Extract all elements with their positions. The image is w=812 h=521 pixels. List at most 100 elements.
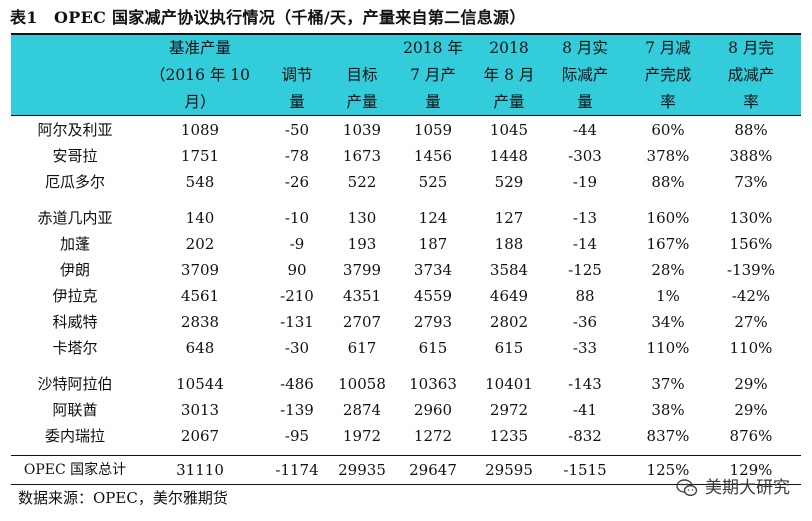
august-rate-cell: 130%	[729, 209, 773, 227]
july-output-cell: 2793	[413, 313, 453, 331]
july-output-cell: 10363	[409, 375, 457, 393]
header-line: 7 月减	[645, 39, 691, 58]
adjustment-cell: -78	[284, 147, 310, 165]
table-row: 加蓬 202 -9 193 187 188 -14 167% 156%	[11, 231, 801, 257]
adjustment-cell: -95	[284, 427, 310, 445]
header-line: 年 8 月	[483, 65, 535, 84]
country-cell: 加蓬	[59, 235, 90, 253]
table-row: 安哥拉 1751 -78 1673 1456 1448 -303 378% 388%	[11, 143, 801, 169]
august-rate-cell: 27%	[734, 313, 768, 331]
july-rate-cell: 1%	[656, 287, 680, 305]
adjustment-cell: -30	[284, 339, 310, 357]
july-output-cell: 4559	[413, 287, 453, 305]
august-cut-cell: -41	[572, 401, 598, 419]
july-rate-cell: 37%	[651, 375, 685, 393]
watermark: 美期大研究	[675, 474, 790, 502]
target-cell: 130	[347, 209, 377, 227]
august-cut-cell: -832	[568, 427, 602, 445]
july-rate-cell: 60%	[651, 121, 685, 139]
total-august-rate-cell: 129%	[729, 461, 773, 479]
adjustment-cell: -10	[284, 209, 310, 227]
july-rate-cell: 34%	[651, 313, 685, 331]
august-rate-cell: 156%	[729, 235, 773, 253]
adjustment-cell: -131	[280, 313, 314, 331]
august-output-cell: 3584	[489, 261, 529, 279]
table-header: 基准产量 （2016 年 10 月） 调节 量 目标 产量 2018 年 7 月…	[11, 33, 801, 116]
july-output-cell: 1272	[413, 427, 453, 445]
header-line: 率	[743, 92, 759, 111]
header-line: 产完成	[644, 65, 692, 84]
july-output-cell: 525	[418, 173, 448, 191]
base-output-cell: 2838	[180, 313, 220, 331]
august-output-cell: 127	[494, 209, 524, 227]
target-cell: 2707	[342, 313, 382, 331]
base-output-cell: 202	[185, 235, 215, 253]
target-cell: 10058	[338, 375, 386, 393]
july-rate-cell: 110%	[646, 339, 690, 357]
header-august-output: 2018 年 8 月 产量	[475, 35, 543, 115]
august-rate-cell: -42%	[731, 287, 771, 305]
july-output-cell: 1059	[413, 121, 453, 139]
july-rate-cell: 837%	[646, 427, 690, 445]
july-rate-cell: 160%	[646, 209, 690, 227]
source-note: 数据来源：OPEC，美尔雅期货	[18, 489, 228, 507]
header-line: 际减产	[561, 65, 609, 84]
target-cell: 1972	[342, 427, 382, 445]
total-august-output-cell: 29595	[485, 461, 533, 479]
watermark-text: 美期大研究	[705, 478, 790, 498]
table-title: 表1 OPEC 国家减产协议执行情况（千桶/天，产量来自第二信息源）	[10, 8, 526, 27]
table-row: 沙特阿拉伯 10544 -486 10058 10363 10401 -143 37% 29%	[11, 371, 801, 397]
header-july-rate: 7 月减 产完成 率	[627, 35, 709, 115]
table-row: 赤道几内亚 140 -10 130 124 127 -13 160% 130%	[11, 205, 801, 231]
august-rate-cell: 88%	[734, 121, 768, 139]
header-line: 量	[289, 92, 305, 111]
total-row: OPEC 国家总计 31110 -1174 29935 29647 29595 -1515 1…	[11, 455, 801, 485]
table-row: 厄瓜多尔 548 -26 522 525 529 -19 88% 73%	[11, 169, 801, 195]
country-cell: 赤道几内亚	[37, 209, 113, 227]
adjustment-cell: 90	[287, 261, 307, 279]
header-line: 基准产量	[168, 39, 231, 58]
header-line: 8 月实	[562, 39, 608, 58]
july-rate-cell: 38%	[651, 401, 685, 419]
august-output-cell: 529	[494, 173, 524, 191]
august-rate-cell: -139%	[727, 261, 775, 279]
adjustment-cell: -9	[289, 235, 305, 253]
august-cut-cell: 88	[575, 287, 595, 305]
table-row: 委内瑞拉 2067 -95 1972 1272 1235 -832 837% 876%	[11, 423, 801, 449]
base-output-cell: 1751	[180, 147, 220, 165]
august-cut-cell: -143	[568, 375, 602, 393]
july-output-cell: 615	[418, 339, 448, 357]
country-cell: 阿尔及利亚	[37, 121, 113, 139]
table-row: 阿尔及利亚 1089 -50 1039 1059 1045 -44 60% 88%	[11, 117, 801, 143]
august-output-cell: 10401	[485, 375, 533, 393]
target-cell: 3799	[342, 261, 382, 279]
adjustment-cell: -50	[284, 121, 310, 139]
header-line: 7 月产	[410, 65, 456, 84]
august-cut-cell: -13	[572, 209, 598, 227]
july-rate-cell: 28%	[651, 261, 685, 279]
country-cell: 卡塔尔	[52, 339, 98, 357]
august-output-cell: 2972	[489, 401, 529, 419]
header-target: 目标 产量	[333, 35, 391, 115]
total-country-cell: OPEC 国家总计	[23, 462, 127, 478]
august-output-cell: 4649	[489, 287, 529, 305]
base-output-cell: 1089	[180, 121, 220, 139]
august-rate-cell: 876%	[729, 427, 773, 445]
header-august-cut: 8 月实 际减产 量	[543, 35, 627, 115]
july-output-cell: 187	[418, 235, 448, 253]
august-cut-cell: -44	[572, 121, 598, 139]
table-row: 卡塔尔 648 -30 617 615 615 -33 110% 110%	[11, 335, 801, 361]
table-row: 科威特 2838 -131 2707 2793 2802 -36 34% 27%	[11, 309, 801, 335]
august-output-cell: 1045	[489, 121, 529, 139]
header-line: 产量	[346, 92, 378, 111]
header-line: 产量	[493, 92, 525, 111]
base-output-cell: 2067	[180, 427, 220, 445]
country-cell: 阿联酋	[52, 401, 98, 419]
country-cell: 伊朗	[59, 261, 90, 279]
august-cut-cell: -19	[572, 173, 598, 191]
target-cell: 522	[347, 173, 377, 191]
august-output-cell: 2802	[489, 313, 529, 331]
august-output-cell: 188	[494, 235, 524, 253]
target-cell: 1039	[342, 121, 382, 139]
base-output-cell: 648	[185, 339, 215, 357]
